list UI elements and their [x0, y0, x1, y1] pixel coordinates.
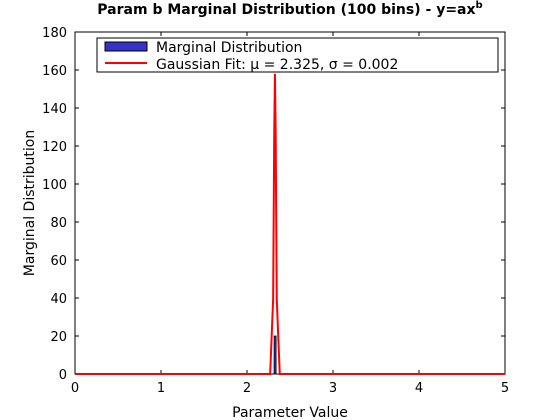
- histogram-bar: [273, 335, 277, 375]
- title-superscript: b: [476, 0, 483, 11]
- y-tick-label: 140: [42, 102, 67, 117]
- gaussian-fit-line: [75, 73, 505, 375]
- chart-title: Param b Marginal Distribution (100 bins)…: [97, 0, 482, 18]
- x-tick-label: 5: [501, 381, 509, 396]
- y-tick-label: 100: [42, 178, 67, 193]
- y-tick-label: 80: [50, 216, 67, 231]
- y-tick-label: 120: [42, 140, 67, 155]
- y-tick-label: 40: [50, 292, 67, 307]
- legend-label-fit: Gaussian Fit: μ = 2.325, σ = 0.002: [156, 57, 398, 73]
- y-axis: 0 20 40 60 80 100 120 140 160 180: [42, 26, 505, 383]
- y-axis-label: Marginal Distribution: [22, 130, 38, 276]
- x-tick-label: 1: [157, 381, 165, 396]
- legend-box: [96, 37, 499, 73]
- legend: Marginal Distribution Gaussian Fit: μ = …: [96, 37, 499, 73]
- y-tick-label: 0: [59, 368, 67, 383]
- plot-area: [74, 31, 506, 375]
- y-tick-label: 20: [50, 330, 67, 345]
- histogram-bars: [273, 335, 277, 375]
- y-tick-label: 180: [42, 26, 67, 41]
- x-tick-label: 0: [71, 381, 79, 396]
- x-tick-label: 2: [243, 381, 251, 396]
- x-tick-label: 4: [415, 381, 423, 396]
- legend-label-histogram: Marginal Distribution: [156, 40, 302, 56]
- y-tick-label: 60: [50, 254, 67, 269]
- x-axis-label: Parameter Value: [232, 405, 348, 420]
- y-tick-label: 160: [42, 64, 67, 79]
- legend-swatch-histogram: [104, 41, 148, 52]
- x-tick-label: 3: [329, 381, 337, 396]
